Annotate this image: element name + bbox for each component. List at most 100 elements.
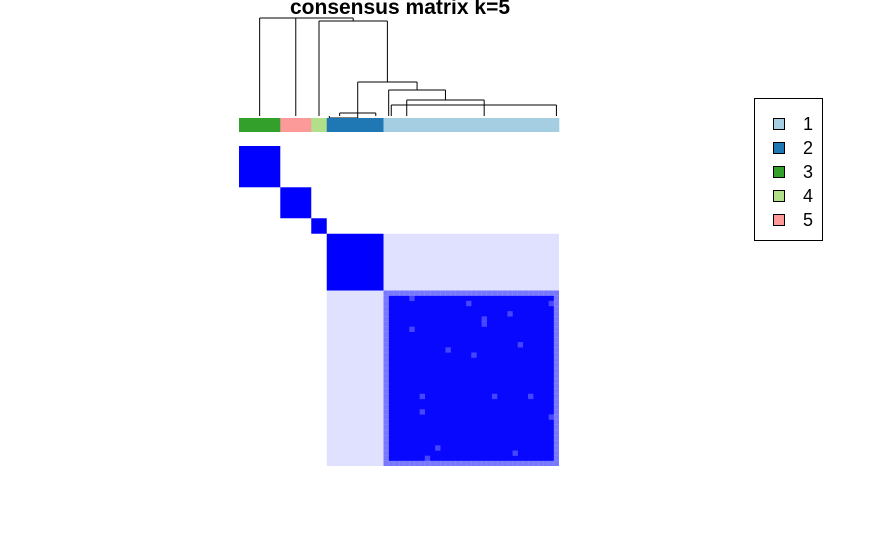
annotation-segment-5 [280, 118, 312, 132]
heatmap-cell [491, 290, 498, 296]
heatmap-cell [455, 290, 462, 296]
heatmap-cell [383, 419, 389, 425]
heatmap-cell [517, 342, 524, 348]
heatmap-cell [553, 383, 560, 389]
heatmap-cell [502, 460, 508, 467]
heatmap-cell [424, 290, 431, 296]
heatmap-cell [393, 460, 400, 467]
consensus-block-5 [280, 187, 312, 219]
annotation-segment-1 [383, 118, 560, 132]
legend-item: 3 [773, 160, 813, 184]
heatmap-cell [481, 316, 487, 322]
heatmap-cell [409, 290, 415, 296]
consensus-block-4 [311, 218, 327, 234]
legend-label: 2 [803, 137, 814, 158]
heatmap-cell [460, 290, 467, 296]
heatmap-cell [383, 424, 389, 431]
heatmap-cell [404, 290, 410, 296]
heatmap-cell [517, 460, 524, 467]
heatmap-cell [383, 460, 389, 467]
heatmap-cell [553, 409, 560, 415]
legend-label: 5 [803, 209, 814, 230]
heatmap-cell [553, 429, 560, 436]
heatmap-cell [517, 290, 524, 296]
heatmap-cell [404, 460, 410, 467]
heatmap-cell [419, 409, 426, 415]
legend-swatch [773, 166, 785, 178]
heatmap-cell [486, 460, 493, 467]
heatmap-cell [481, 460, 487, 467]
heatmap-cell [553, 419, 560, 425]
heatmap-cell [383, 429, 389, 436]
heatmap-cell [553, 455, 560, 462]
heatmap-cell [553, 435, 560, 441]
heatmap-cell [553, 331, 560, 338]
heatmap-cell [522, 290, 529, 296]
heatmap-cell [466, 460, 472, 467]
heatmap-cell [383, 347, 389, 353]
heatmap-cell [383, 435, 389, 441]
heatmap-cell [507, 460, 513, 467]
heatmap-cell [538, 290, 544, 296]
heatmap-cell [429, 460, 436, 467]
heatmap-cell [476, 460, 482, 467]
consensus-block-2 [326, 233, 384, 291]
heatmap-cell [409, 326, 415, 333]
heatmap-cell [548, 414, 555, 420]
heatmap-cell [419, 460, 426, 467]
heatmap-cell [497, 460, 503, 467]
heatmap-cell [543, 460, 549, 467]
heatmap-cell [553, 373, 560, 379]
heatmap-cells [239, 146, 560, 467]
heatmap-cell [471, 352, 477, 358]
heatmap-cell [507, 290, 513, 296]
heatmap-cell [553, 440, 560, 446]
heatmap-cell [460, 460, 467, 467]
heatmap-cell [553, 362, 560, 369]
consensus-block-3 [239, 146, 281, 188]
heatmap-cell [383, 383, 389, 389]
heatmap-cell [393, 290, 400, 296]
heatmap-cell [414, 460, 420, 467]
legend-swatch [773, 190, 785, 202]
heatmap-cell [553, 424, 560, 431]
heatmap-cell [466, 290, 472, 296]
heatmap-cell [533, 290, 539, 296]
heatmap-cell [553, 311, 560, 317]
heatmap-cell [455, 460, 462, 467]
heatmap-cell [383, 300, 389, 307]
legend-item: 5 [773, 208, 813, 232]
heatmap-cell [512, 450, 518, 456]
heatmap-cell [445, 347, 451, 353]
heatmap-cell [424, 460, 431, 467]
heatmap-cell [419, 290, 426, 296]
heatmap-cell [491, 393, 498, 400]
heatmap-cell [512, 460, 518, 467]
heatmap-cell [528, 393, 534, 400]
heatmap-cell [388, 290, 395, 296]
legend-item: 4 [773, 184, 813, 208]
heatmap-cell [481, 290, 487, 296]
heatmap-cell [553, 450, 560, 456]
heatmap-cell [383, 352, 389, 358]
heatmap-cell [533, 460, 539, 467]
heatmap-cell [424, 455, 431, 462]
heatmap-cell [507, 311, 513, 317]
heatmap-cell [471, 460, 477, 467]
heatmap-cell [435, 290, 441, 296]
heatmap-cell [383, 440, 389, 446]
heatmap-cell [388, 460, 395, 467]
heatmap-cell [383, 290, 389, 296]
cluster-annotation-bar [239, 118, 560, 132]
legend-item: 2 [773, 136, 813, 160]
heatmap-cell [522, 460, 529, 467]
heatmap-cell [383, 295, 389, 302]
heatmap-cell [553, 357, 560, 363]
legend-swatch [773, 214, 785, 226]
heatmap-cell [383, 342, 389, 348]
heatmap-cell [383, 445, 389, 451]
heatmap-cell [553, 352, 560, 358]
heatmap-cell [383, 326, 389, 333]
dendrogram [259, 17, 557, 119]
heatmap-cell [491, 460, 498, 467]
